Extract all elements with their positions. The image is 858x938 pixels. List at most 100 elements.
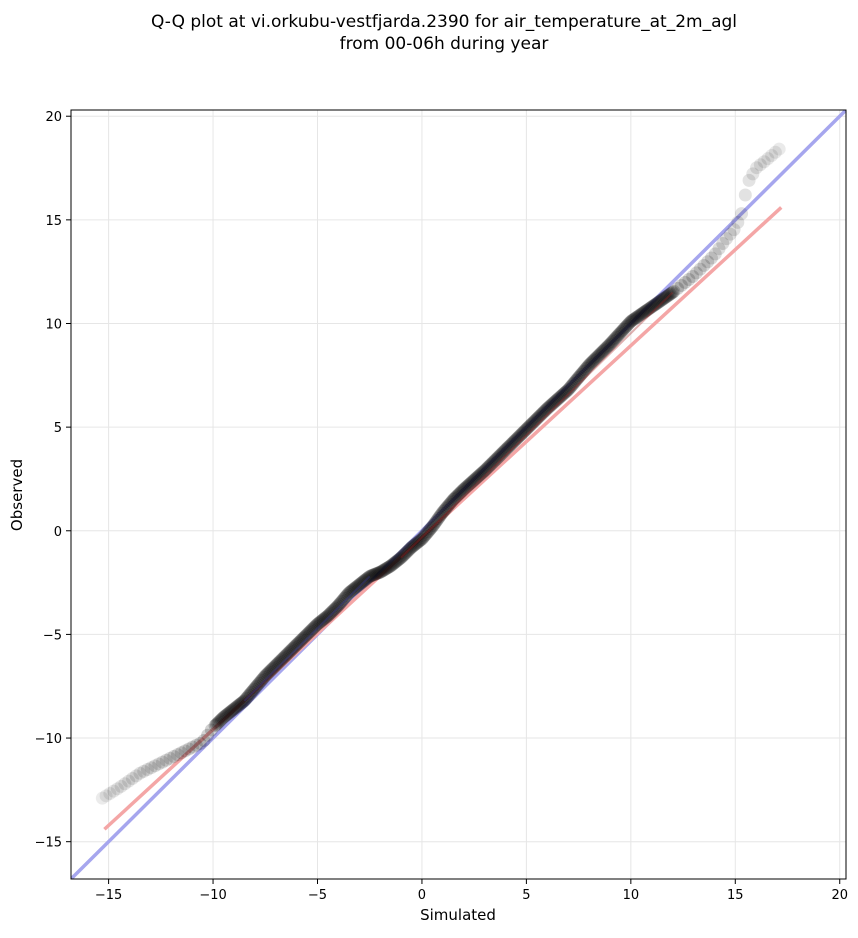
qq-point (453, 486, 467, 500)
qq-point (238, 693, 252, 707)
qq-point (251, 678, 265, 692)
qq-point (214, 712, 228, 726)
qq-point (394, 551, 408, 565)
qq-point (344, 585, 358, 599)
qq-point (434, 508, 448, 522)
qq-point (543, 399, 557, 413)
qq-point (644, 300, 658, 314)
qq-point (768, 145, 782, 159)
qq-point (689, 266, 703, 280)
qq-point (697, 258, 711, 272)
qq-point (152, 757, 166, 771)
qq-point (439, 502, 453, 516)
qq-point (267, 660, 281, 674)
qq-point (338, 590, 352, 604)
qq-point (465, 475, 479, 489)
qq-point (402, 542, 416, 556)
qq-point (204, 723, 218, 737)
x-tick-label: −5 (308, 888, 327, 903)
qq-point (317, 612, 331, 626)
qq-point (622, 317, 636, 331)
qq-point (382, 560, 396, 574)
qq-point (360, 572, 374, 586)
qq-point (496, 445, 510, 459)
qq-point (323, 606, 337, 620)
qq-point (229, 700, 243, 714)
y-tick-label: 5 (54, 421, 62, 436)
qq-point (431, 512, 445, 526)
x-tick-label: 0 (418, 888, 426, 903)
qq-point (412, 534, 426, 548)
qq-point (444, 496, 458, 510)
qq-point (236, 695, 250, 709)
qq-point (515, 426, 529, 440)
qq-point (280, 648, 294, 662)
qq-point (380, 561, 394, 575)
qq-point (554, 389, 568, 403)
qq-point (682, 272, 696, 286)
qq-point (563, 381, 577, 395)
qq-point (349, 581, 363, 595)
qq-point (234, 696, 248, 710)
qq-point (308, 619, 322, 633)
qq-point (662, 288, 676, 302)
qq-point (528, 414, 542, 428)
qq-point (693, 262, 707, 276)
qq-point (449, 490, 463, 504)
qq-point (322, 608, 336, 622)
qq-point (118, 777, 132, 791)
qq-point (599, 341, 613, 355)
qq-point (595, 345, 609, 359)
qq-point (639, 304, 653, 318)
qq-point (555, 388, 569, 402)
qq-point (320, 610, 334, 624)
qq-point (218, 709, 232, 723)
qq-point (559, 385, 573, 399)
qq-point (337, 591, 351, 605)
qq-point (352, 578, 366, 592)
qq-point (537, 405, 551, 419)
qq-point (567, 376, 581, 390)
qq-point (612, 328, 626, 342)
qq-point (295, 633, 309, 647)
qq-point (657, 291, 671, 305)
qq-point (560, 384, 574, 398)
qq-point (233, 697, 247, 711)
qq-point (345, 584, 359, 598)
qq-point (589, 351, 603, 365)
qq-point (386, 557, 400, 571)
qq-point (615, 324, 629, 338)
qq-point (268, 659, 282, 673)
qq-point (222, 706, 236, 720)
qq-point (479, 462, 493, 476)
qq-point (588, 352, 602, 366)
qq-point (498, 444, 512, 458)
qq-point (216, 711, 230, 725)
qq-point (550, 393, 564, 407)
qq-point (634, 307, 648, 321)
qq-point (466, 474, 480, 488)
y-tick-label: −15 (35, 836, 62, 851)
qq-point (325, 605, 339, 619)
qq-point (374, 565, 388, 579)
qq-point (678, 275, 692, 289)
qq-point (221, 707, 235, 721)
qq-point (582, 358, 596, 372)
qq-point (520, 421, 534, 435)
qq-point (491, 450, 505, 464)
qq-point (572, 370, 586, 384)
qq-point (125, 772, 139, 786)
qq-point (610, 329, 624, 343)
qq-point (597, 343, 611, 357)
qq-point (243, 687, 257, 701)
qq-point (399, 546, 413, 560)
qq-point (605, 334, 619, 348)
qq-point (485, 456, 499, 470)
qq-point (387, 556, 401, 570)
qq-point (99, 789, 113, 803)
qq-point (302, 625, 316, 639)
qq-point (333, 596, 347, 610)
qq-point (565, 378, 579, 392)
qq-point (331, 599, 345, 613)
qq-point (508, 434, 522, 448)
